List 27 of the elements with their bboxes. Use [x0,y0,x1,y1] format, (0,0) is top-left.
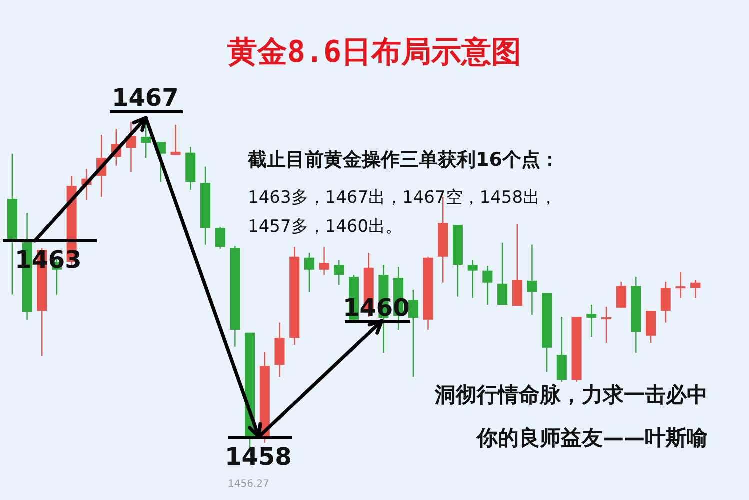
annotation: 1457多，1460出。 [248,216,403,238]
annotation: 你的良师益友——叶斯喻 [477,425,708,452]
candlestick [319,246,330,276]
chart-title: 黄金8.6日布局示意图 [226,34,523,72]
candlestick [215,226,226,250]
annotation: 1463多，1467出，1467空，1458出， [248,187,558,209]
annotation: 洞彻行情命脉，力求一击必中 [435,382,708,409]
candlestick [141,122,152,159]
candlestick [304,252,314,293]
text: 1456.27 [228,479,270,490]
annotation: 1458 [225,443,292,471]
candlestick [170,124,181,156]
candlestick [408,289,418,378]
annotation: 1460 [343,294,410,322]
candlestick [527,244,538,316]
candlestick [334,260,344,286]
candlestick [601,306,612,344]
candlestick [616,281,626,308]
candlestick [660,281,671,324]
candlestick [482,265,493,306]
candlestick [690,279,701,299]
candlestick [468,260,478,299]
candlestick [676,272,686,299]
text: 1467 [112,84,179,112]
candlestick [586,304,597,338]
annotation: 截止目前黄金操作三单获利16个点： [248,148,560,173]
candlestick [498,242,508,306]
